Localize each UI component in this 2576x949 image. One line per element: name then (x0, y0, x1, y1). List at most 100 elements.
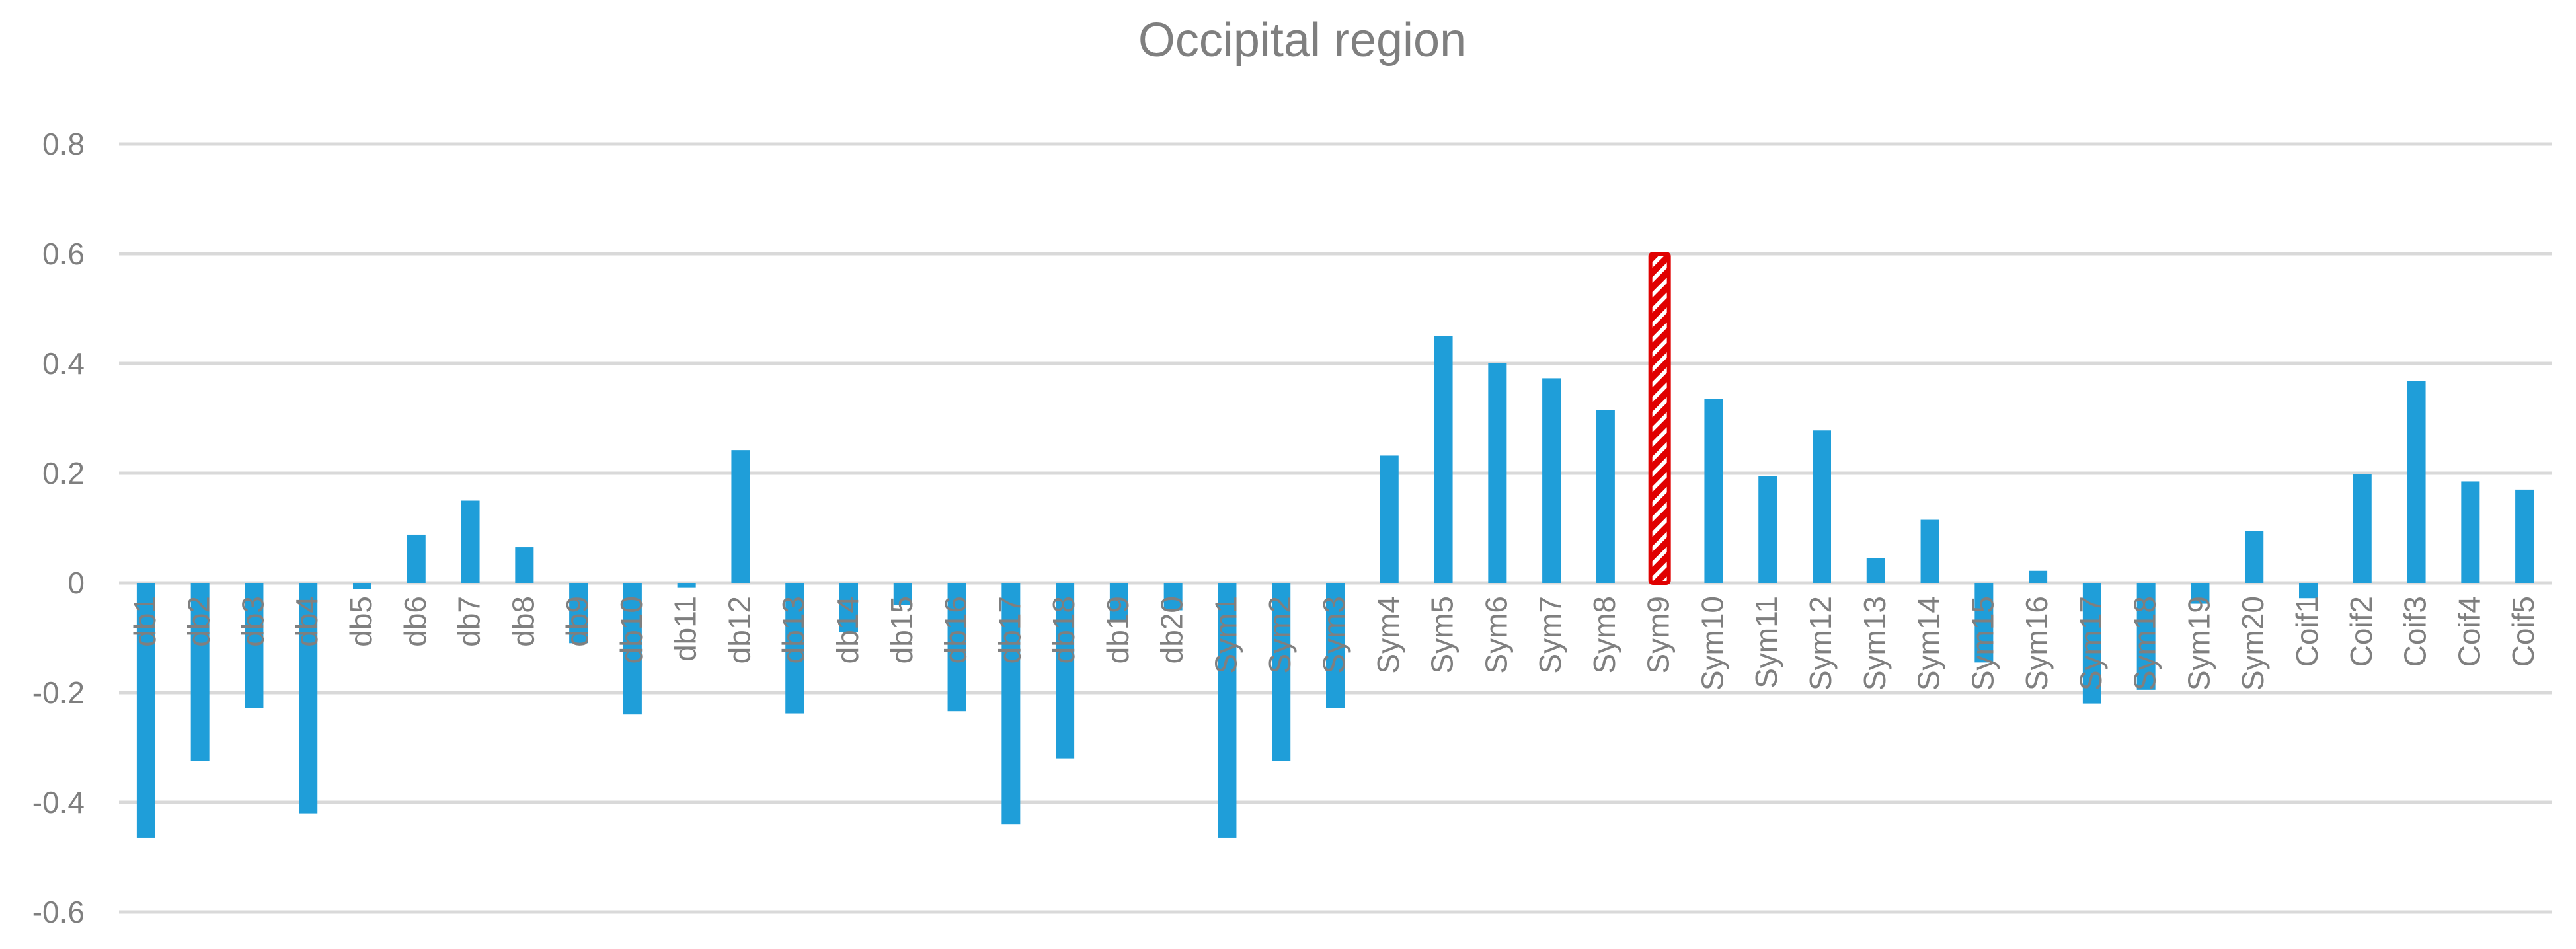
x-tick-label: db5 (344, 596, 378, 647)
y-tick-label: -0.6 (32, 895, 85, 929)
bar (1380, 455, 1399, 583)
bar (623, 583, 642, 715)
bar (2515, 489, 2534, 583)
bar (785, 583, 804, 714)
x-tick-label: db8 (506, 596, 540, 647)
bar (1758, 476, 1777, 583)
bar (1326, 583, 1345, 708)
x-tick-label: db12 (722, 596, 756, 664)
x-tick-label: db6 (398, 596, 432, 647)
x-tick-label: Sym16 (2019, 596, 2054, 691)
x-tick-label: Sym2 (1263, 596, 1297, 674)
x-tick-label: Sym8 (1587, 596, 1621, 674)
x-tick-label: Coif4 (2452, 596, 2486, 667)
bar (893, 583, 912, 605)
bar (136, 583, 155, 838)
bar (190, 583, 210, 761)
bar (1920, 519, 1939, 583)
x-tick-label: Sym7 (1533, 596, 1567, 674)
bar (407, 534, 426, 583)
bar (1001, 583, 1021, 825)
bar (569, 583, 588, 644)
x-tick-label: Sym20 (2236, 596, 2270, 691)
bar (1272, 583, 1291, 761)
bar (1488, 363, 1507, 583)
x-tick-label: db9 (560, 596, 594, 647)
y-tick-label: -0.2 (32, 675, 85, 710)
x-tick-label: db15 (884, 596, 919, 664)
x-tick-label: Sym19 (2181, 596, 2216, 691)
x-tick-label: Sym11 (1749, 596, 1783, 689)
x-tick-label: db2 (182, 596, 216, 647)
bars (136, 252, 2534, 838)
bar (1109, 583, 1128, 622)
bar (2029, 570, 2048, 583)
bar (1866, 558, 1885, 583)
bar (2245, 531, 2264, 583)
bar (1056, 583, 1075, 759)
x-tick-label: Coif2 (2344, 596, 2378, 667)
x-tick-label: db4 (290, 596, 324, 647)
x-tick-label: db7 (452, 596, 487, 647)
x-tick-label: Sym10 (1695, 596, 1729, 691)
bar (1974, 583, 1994, 663)
x-tick-label: db1 (128, 596, 162, 647)
x-tick-label: Coif5 (2506, 596, 2540, 667)
x-tick-label: Sym1 (1208, 596, 1243, 674)
x-tick-label: db14 (830, 596, 865, 664)
bar (947, 583, 966, 712)
bar (515, 547, 534, 583)
bar (353, 583, 371, 589)
bar (461, 500, 480, 583)
x-tick-label: db11 (668, 596, 703, 662)
bar (1596, 410, 1615, 583)
bar (731, 450, 750, 583)
bar (839, 583, 858, 632)
x-tick-label: Sym17 (2074, 596, 2108, 691)
x-tick-label: Sym3 (1317, 596, 1351, 674)
bar (1163, 583, 1183, 611)
x-tick-label: db16 (939, 596, 973, 664)
x-tick-label: db13 (776, 596, 810, 664)
x-tick-label: Sym15 (1965, 596, 2000, 691)
bar (2461, 481, 2480, 583)
bar (2082, 583, 2101, 704)
bar (1813, 430, 1831, 583)
x-tick-label: db10 (614, 596, 648, 664)
chart-title: Occipital region (1138, 14, 1466, 67)
x-tick-label: Sym9 (1641, 596, 1676, 674)
y-axis-ticks: 0.8 0.6 0.4 0.2 0 -0.2 -0.4 -0.6 (32, 127, 85, 929)
bar (2353, 474, 2372, 583)
y-tick-label: 0.2 (42, 456, 85, 490)
bar (2407, 381, 2426, 583)
bar (2191, 583, 2210, 604)
x-tick-label: Coif1 (2290, 596, 2324, 667)
bar (1218, 583, 1237, 838)
y-tick-label: 0.8 (42, 127, 85, 161)
x-tick-label: db20 (1155, 596, 1189, 664)
bar-highlighted (1648, 252, 1671, 585)
bar (299, 583, 318, 814)
x-tick-label: Sym4 (1371, 596, 1405, 674)
y-tick-label: 0.4 (42, 346, 85, 381)
grid-lines (119, 142, 2552, 914)
y-tick-label: -0.4 (32, 785, 85, 819)
y-tick-label: 0 (67, 566, 85, 600)
x-tick-label: Sym13 (1857, 596, 1892, 691)
bar (245, 583, 264, 708)
x-axis-ticks: db1 db2 db3 db4 db5 db6 db7 db8 db9 db10 db11 db12 d… (128, 596, 2540, 691)
y-tick-label: 0.6 (42, 237, 85, 271)
x-tick-label: Coif3 (2398, 596, 2433, 667)
x-tick-label: Sym6 (1479, 596, 1513, 674)
bar (2299, 583, 2318, 599)
bar (677, 583, 696, 588)
x-tick-label: Sym14 (1912, 596, 1946, 691)
x-tick-label: db17 (992, 596, 1027, 664)
bar (1542, 378, 1561, 583)
bar (2136, 583, 2156, 690)
bar (1704, 399, 1723, 583)
x-tick-label: db19 (1101, 596, 1135, 664)
x-tick-label: Sym12 (1803, 596, 1838, 691)
